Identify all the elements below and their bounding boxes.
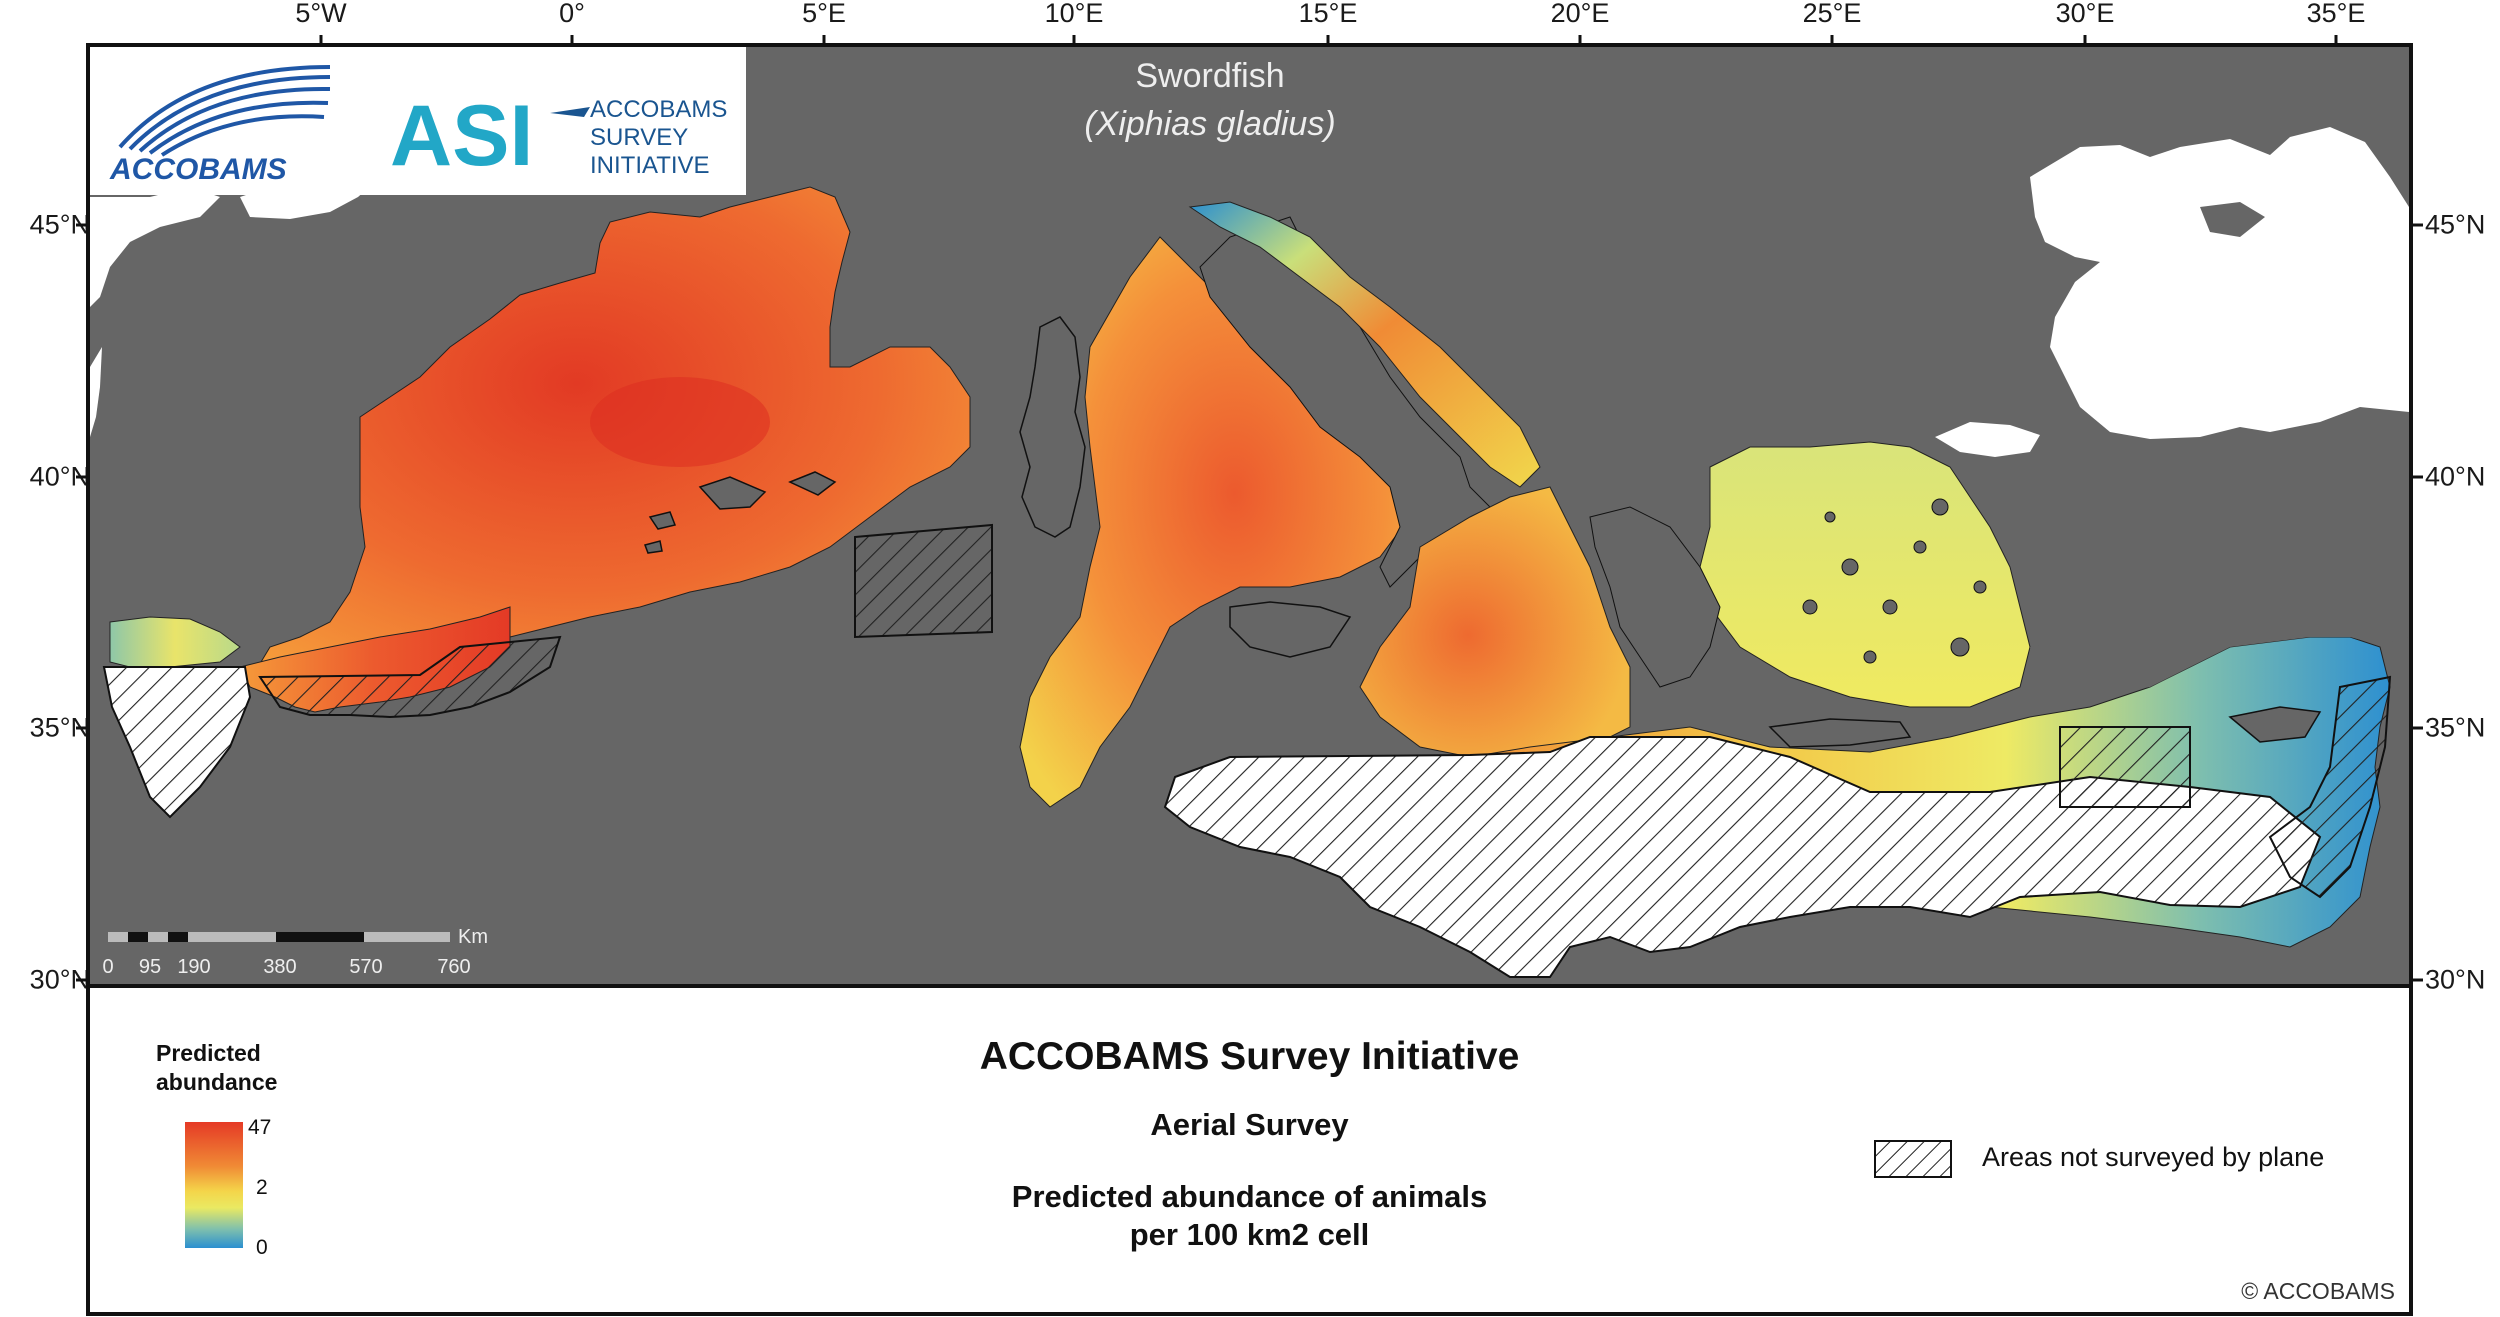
crete (1768, 718, 1912, 748)
latitude-label: 30°N (2425, 964, 2486, 995)
not-surveyed-cyprus-box (2059, 726, 2191, 808)
greece (1589, 506, 1721, 688)
hatch-legend-label: Areas not surveyed by plane (1982, 1142, 2325, 1172)
not-surveyed-libya (1163, 736, 2322, 978)
legend-title-line2: abundance (156, 1069, 278, 1095)
panel-description-line1: Predicted abundance of animals (1011, 1179, 1488, 1214)
scale-label: 380 (263, 956, 296, 978)
balearic-islands (644, 471, 837, 554)
panel-title: ACCOBAMS Survey Initiative (979, 1035, 1520, 1078)
legend-mid-label: 2 (256, 1176, 268, 1199)
asi-logo-mark: ASI (390, 88, 533, 184)
asi-logo-line2: SURVEY (590, 124, 688, 151)
legend-title-line1: Predicted (156, 1040, 261, 1066)
scale-label: 0 (102, 956, 113, 978)
legend-title: Predicted abundance (156, 1039, 277, 1097)
longitude-label: 15°E (1298, 0, 1358, 28)
abundance-alboran-west (109, 616, 241, 668)
latitude-label: 45°N (2425, 209, 2486, 240)
aegean-islands (1802, 498, 1987, 664)
legend-min-label: 0 (256, 1236, 268, 1259)
legend-max-label: 47 (248, 1116, 272, 1139)
longitude-label: 25°E (1802, 0, 1862, 28)
copyright: © ACCOBAMS (2241, 1278, 2395, 1304)
not-surveyed-atlantic (102, 666, 252, 819)
italy (1199, 216, 1491, 588)
longitude-label: 35°E (2306, 0, 2366, 28)
scale-label: 95 (139, 956, 161, 978)
panel-subtitle: Aerial Survey (1150, 1107, 1349, 1142)
map-frame[interactable]: Swordfish (Xiphias gladius) ACCOBAMS ASI… (86, 43, 2413, 988)
scale-bar (108, 932, 450, 942)
species-latin: (Xiphias gladius) (1084, 105, 1335, 143)
crimea (2200, 202, 2265, 237)
scale-unit: Km (458, 926, 488, 948)
legend-panel: Predicted abundance 47 2 0 ACCOBAMS Surv… (86, 988, 2413, 1316)
color-ramp (185, 1122, 243, 1248)
scale-label: 570 (349, 956, 382, 978)
hatch-legend-swatch (1874, 1140, 1952, 1178)
turkey-coast (2030, 602, 2409, 697)
scale-label: 760 (437, 956, 470, 978)
abundance-map[interactable]: Swordfish (Xiphias gladius) ACCOBAMS ASI… (90, 47, 2409, 988)
atlantic-strip (90, 347, 102, 437)
longitude-label: 20°E (1550, 0, 1610, 28)
sicily (1229, 601, 1352, 658)
black-sea (2030, 127, 2409, 439)
cyprus (2228, 706, 2322, 743)
sea-of-marmara (1935, 422, 2040, 457)
land-atlantic (90, 187, 220, 307)
latitude-label: 35°N (2425, 712, 2486, 743)
longitude-label: 0° (559, 0, 585, 28)
species-name: Swordfish (1135, 57, 1284, 95)
corsica-sardinia (1019, 316, 1086, 538)
longitude-label: 5°E (802, 0, 846, 28)
not-surveyed-levant (2268, 675, 2392, 899)
scale-label: 190 (177, 956, 210, 978)
not-surveyed-alboran (258, 635, 562, 719)
plane-icon (550, 107, 590, 117)
asi-logo-line1: ACCOBAMS (590, 96, 727, 123)
logo-box (90, 47, 746, 195)
longitude-label: 5°W (295, 0, 347, 28)
panel-description-line2: per 100 km2 cell (1129, 1217, 1370, 1252)
longitude-label: 10°E (1044, 0, 1104, 28)
accobams-logo-text: ACCOBAMS (109, 153, 287, 186)
not-surveyed-sardinia-channel (854, 523, 993, 639)
abundance-adriatic (1188, 201, 1541, 488)
accobams-logo (118, 65, 331, 157)
asi-logo-line3: INITIATIVE (590, 152, 710, 179)
latitude-label: 40°N (2425, 461, 2486, 492)
longitude-label: 30°E (2055, 0, 2115, 28)
sea-of-azov (2220, 165, 2320, 199)
